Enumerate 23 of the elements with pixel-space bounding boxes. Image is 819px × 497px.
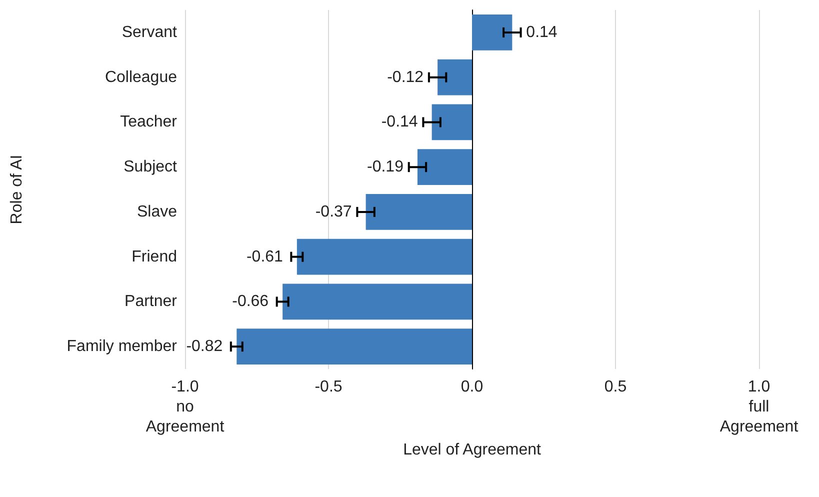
data-label: 0.14 [526,24,558,41]
y-tick-label: Colleague [104,68,178,86]
y-axis-title: Role of AI [8,154,26,224]
x-tick-label: 0.0 [460,378,484,396]
data-label: -0.37 [315,203,352,220]
y-tick-label: Subject [124,158,178,176]
y-tick-label: Family member [66,338,178,356]
data-label: -0.19 [367,158,404,176]
x-tick-label: 1.0 full Agreement [720,378,799,436]
y-tick-label: Slave [136,203,178,220]
y-tick-label: Friend [132,248,177,266]
y-tick-label: Teacher [120,114,178,131]
x-tick-label: 0.5 [604,378,627,396]
data-label: -0.14 [381,114,418,131]
data-label: -0.12 [387,68,424,86]
y-tick-label: Servant [122,24,178,41]
x-axis-title: Level of Agreement [403,441,542,458]
data-label: -0.66 [232,293,269,310]
x-tick-label: -0.5 [314,378,342,396]
data-label: -0.61 [246,248,284,266]
y-tick-label: Partner [124,293,178,310]
x-tick-label: -1.0 no Agreement [146,378,225,436]
data-label: -0.82 [186,338,223,356]
